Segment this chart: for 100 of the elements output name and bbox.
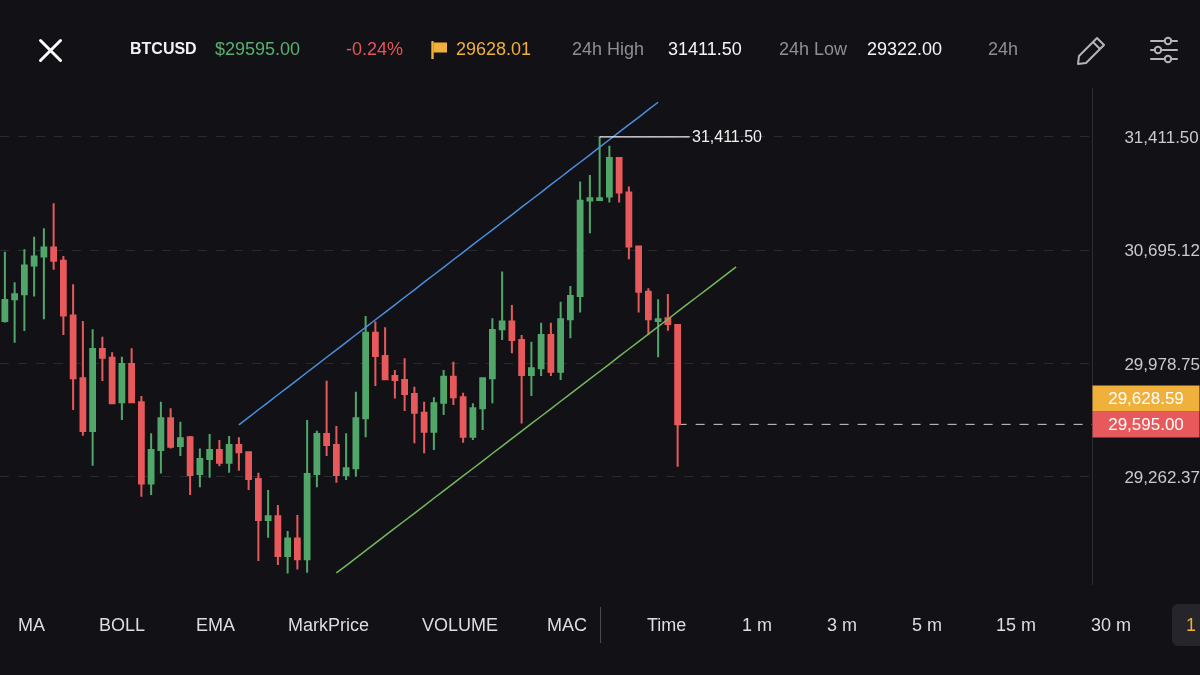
candlestick xyxy=(303,419,311,574)
line-series xyxy=(238,101,659,426)
candlestick xyxy=(527,340,535,398)
text: Time xyxy=(647,614,687,636)
ref-line-label: 29,595.00 xyxy=(1108,415,1184,434)
candlestick xyxy=(469,402,477,442)
candlestick xyxy=(323,379,331,457)
candlestick xyxy=(430,396,438,451)
candlestick xyxy=(176,420,184,457)
candlestick xyxy=(167,407,175,450)
text: EMA xyxy=(196,614,236,636)
candlestick xyxy=(59,254,67,336)
candlestick xyxy=(615,157,623,204)
candlestick xyxy=(654,298,662,359)
text: 29628.01 xyxy=(456,38,532,60)
candlestick xyxy=(284,530,292,575)
candlestick xyxy=(11,281,19,344)
candlestick xyxy=(108,351,116,406)
candlestick xyxy=(664,292,672,332)
text: BOLL xyxy=(99,614,146,636)
candlestick xyxy=(215,439,223,468)
candlestick xyxy=(449,360,457,407)
candlestick xyxy=(30,235,38,298)
candlestick xyxy=(254,471,262,563)
candlestick xyxy=(206,433,214,479)
candlestick xyxy=(332,425,340,484)
text: 30 m xyxy=(1091,614,1132,636)
text: 1 m xyxy=(742,614,773,636)
candlestick xyxy=(401,357,409,413)
candlestick xyxy=(79,319,87,437)
candlestick xyxy=(274,504,282,567)
candlestick xyxy=(498,270,506,341)
candlestick xyxy=(137,395,145,498)
y-tick-label: 30,695.12 xyxy=(1124,241,1200,261)
candlestick xyxy=(293,514,301,571)
candlestick xyxy=(391,369,399,400)
text: 24h Low xyxy=(779,38,848,60)
line-series xyxy=(335,266,737,574)
text: $29595.00 xyxy=(215,38,301,60)
candlestick xyxy=(1,250,9,324)
candlestick xyxy=(264,489,272,539)
candlestick xyxy=(537,321,545,378)
candlestick xyxy=(371,320,379,388)
candlestick xyxy=(508,304,516,355)
candlestick xyxy=(235,436,243,472)
candlestick xyxy=(635,245,643,314)
text: BTCUSD xyxy=(130,39,197,59)
candlestick xyxy=(410,385,418,445)
candlestick xyxy=(342,432,350,482)
candlestick xyxy=(576,180,584,314)
text: 3 m xyxy=(827,614,858,636)
y-tick-label: 29,262.37 xyxy=(1124,467,1200,487)
candlestick xyxy=(488,317,496,405)
candlestick xyxy=(596,135,604,202)
candlestick xyxy=(518,333,526,425)
candlestick xyxy=(381,326,389,382)
candlestick xyxy=(147,432,155,497)
candlestick xyxy=(118,355,126,422)
text: 15 m xyxy=(996,614,1037,636)
text: MarkPrice xyxy=(288,614,370,636)
candlestick xyxy=(352,390,360,478)
candlestick xyxy=(479,377,487,432)
candlestick xyxy=(40,227,48,321)
candlestick xyxy=(566,285,574,340)
candlestick xyxy=(586,173,594,235)
candlestick xyxy=(157,400,165,475)
text: 29,628.59 xyxy=(1108,389,1184,408)
text: MAC xyxy=(547,614,587,636)
candlestick xyxy=(557,300,565,382)
candlestick xyxy=(20,248,28,332)
candlestick xyxy=(69,283,77,411)
candlestick xyxy=(98,335,106,382)
text: 31411.50 xyxy=(668,38,742,60)
text: MA xyxy=(18,614,45,636)
candlestick xyxy=(313,429,321,489)
candlestick xyxy=(196,447,204,489)
candlestick xyxy=(420,400,428,455)
annotation: 31,411.50 xyxy=(692,128,763,145)
y-tick-label: 31,411.50 xyxy=(1124,127,1199,147)
candlestick xyxy=(186,435,194,497)
candlestick xyxy=(674,323,682,468)
candlestick xyxy=(644,287,652,336)
text: 29322.00 xyxy=(867,38,943,60)
candlestick xyxy=(625,185,633,261)
candlestick xyxy=(362,314,370,439)
candlestick xyxy=(459,391,467,444)
candlestick xyxy=(440,369,448,417)
text: 1 xyxy=(1186,614,1197,636)
candlestick xyxy=(245,451,253,492)
text: 24h High xyxy=(572,38,645,60)
text: VOLUME xyxy=(422,614,499,636)
y-tick-label: 29,978.75 xyxy=(1124,354,1200,374)
candlestick xyxy=(89,328,97,467)
text: -0.24% xyxy=(346,38,404,60)
candlestick xyxy=(225,435,233,474)
candlestick xyxy=(547,321,555,378)
candlestick xyxy=(50,202,58,271)
text: 5 m xyxy=(912,614,943,636)
candlestick xyxy=(128,347,136,405)
text: 24h xyxy=(988,38,1019,60)
